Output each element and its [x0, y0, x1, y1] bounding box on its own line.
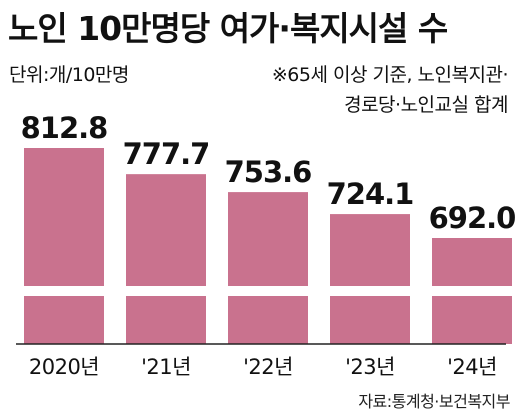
category-label-0: 2020년: [29, 355, 99, 379]
bar-3: [330, 214, 410, 286]
category-label-4: '24년: [447, 355, 497, 379]
bar-2-base: [228, 296, 308, 344]
value-label-0: 812.8: [21, 111, 108, 145]
bar-3-base: [330, 296, 410, 344]
note-line-2: 경로당·노인교실 합계: [344, 94, 508, 116]
value-label-1: 777.7: [123, 137, 210, 171]
value-label-4: 692.0: [429, 201, 516, 235]
chart-title: 노인 10만명당 여가·복지시설 수: [8, 9, 448, 48]
source-label: 자료:통계청·보건복지부: [358, 392, 510, 411]
bar-4: [432, 238, 512, 286]
bar-1: [126, 174, 206, 286]
category-label-3: '23년: [345, 355, 395, 379]
category-label-2: '22년: [243, 355, 293, 379]
bar-0-base: [24, 296, 104, 344]
bar-1-base: [126, 296, 206, 344]
bar-0: [24, 148, 104, 286]
unit-label: 단위:개/10만명: [9, 64, 129, 86]
bar-4-base: [432, 296, 512, 344]
value-label-3: 724.1: [327, 177, 414, 211]
chart-note: ※65세 이상 기준, 노인복지관· 경로당·노인교실 합계: [271, 60, 509, 120]
value-label-2: 753.6: [225, 155, 312, 189]
note-line-1: ※65세 이상 기준, 노인복지관·: [271, 64, 509, 86]
category-label-1: '21년: [141, 355, 191, 379]
bar-2: [228, 192, 308, 286]
